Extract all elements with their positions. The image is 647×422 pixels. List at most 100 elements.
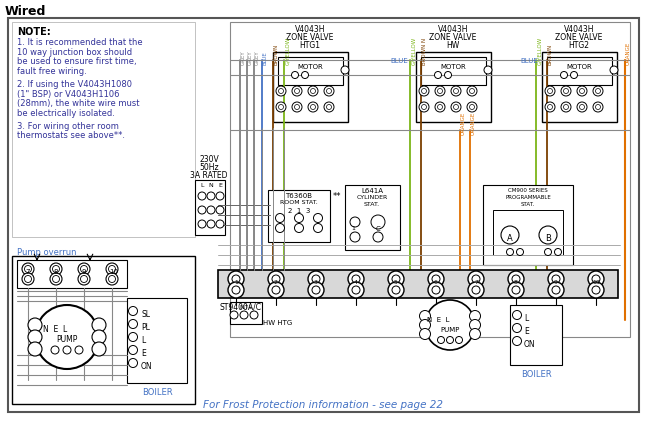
Text: ORANGE: ORANGE [471, 112, 476, 135]
Text: HW: HW [446, 41, 459, 50]
Text: A: A [507, 233, 513, 243]
Circle shape [78, 263, 90, 275]
Text: N  E  L: N E L [43, 325, 67, 335]
Text: PL: PL [141, 323, 150, 332]
Circle shape [593, 102, 603, 112]
Text: 2. If using the V4043H1080: 2. If using the V4043H1080 [17, 80, 132, 89]
Circle shape [230, 311, 238, 319]
Circle shape [350, 232, 360, 242]
Bar [273, 52, 348, 122]
Text: BOILER: BOILER [142, 388, 172, 397]
Circle shape [468, 282, 484, 298]
Circle shape [240, 311, 248, 319]
Bar [510, 305, 562, 365]
Text: HW HTG: HW HTG [263, 320, 292, 326]
Circle shape [198, 220, 206, 228]
Text: ON: ON [141, 362, 153, 371]
Circle shape [341, 66, 349, 74]
Bar [493, 210, 563, 255]
Circle shape [63, 346, 71, 354]
Bar [416, 52, 491, 122]
Circle shape [508, 282, 524, 298]
Text: 9: 9 [554, 279, 558, 284]
Circle shape [198, 206, 206, 214]
Text: be used to ensure first time,: be used to ensure first time, [17, 57, 137, 66]
Circle shape [348, 271, 364, 287]
Text: 7: 7 [25, 270, 30, 276]
Circle shape [324, 86, 334, 96]
Text: ZONE VALVE: ZONE VALVE [430, 33, 477, 42]
Circle shape [292, 102, 302, 112]
Circle shape [455, 336, 463, 344]
Text: L: L [201, 183, 204, 188]
Circle shape [593, 86, 603, 96]
Text: Wired: Wired [5, 5, 47, 18]
Text: 1: 1 [351, 226, 355, 231]
Circle shape [419, 311, 430, 322]
Text: 10: 10 [592, 279, 600, 284]
Text: **: ** [333, 192, 342, 201]
Circle shape [548, 282, 564, 298]
Text: 2  1  3: 2 1 3 [288, 208, 310, 214]
Circle shape [50, 273, 62, 285]
Bar [421, 57, 486, 85]
Text: 4: 4 [354, 279, 358, 284]
Text: 7: 7 [474, 279, 478, 284]
Circle shape [467, 86, 477, 96]
Text: V4043H: V4043H [564, 25, 594, 34]
Text: 6: 6 [434, 279, 438, 284]
Text: ORANGE: ORANGE [626, 42, 631, 65]
Bar [12, 22, 195, 237]
Circle shape [577, 86, 587, 96]
Text: 8: 8 [53, 270, 58, 276]
Circle shape [508, 271, 524, 287]
Circle shape [28, 318, 42, 332]
Circle shape [516, 249, 523, 255]
Circle shape [308, 86, 318, 96]
Bar [345, 185, 400, 250]
Circle shape [467, 102, 477, 112]
Text: 5: 5 [394, 279, 398, 284]
Text: 3. For wiring other room: 3. For wiring other room [17, 122, 119, 131]
Text: C: C [376, 226, 380, 232]
Text: CM900 SERIES: CM900 SERIES [508, 188, 548, 193]
Bar [278, 57, 343, 85]
Text: PUMP: PUMP [441, 327, 459, 333]
Circle shape [388, 282, 404, 298]
Text: E: E [218, 183, 222, 188]
Circle shape [216, 220, 224, 228]
Text: ON: ON [524, 340, 536, 349]
Circle shape [419, 328, 430, 340]
Circle shape [28, 342, 42, 356]
Text: V4043H: V4043H [438, 25, 468, 34]
Circle shape [22, 263, 34, 275]
Circle shape [276, 224, 285, 233]
Circle shape [560, 71, 567, 78]
Text: N: N [208, 183, 214, 188]
Circle shape [435, 102, 445, 112]
Bar [127, 298, 187, 383]
Circle shape [92, 342, 106, 356]
Text: L: L [524, 314, 528, 323]
Bar [195, 180, 225, 235]
Text: N↑L: N↑L [239, 305, 253, 310]
Circle shape [35, 305, 99, 369]
Circle shape [308, 282, 324, 298]
Text: 9: 9 [81, 270, 85, 276]
Text: ROOM STAT.: ROOM STAT. [280, 200, 318, 205]
Circle shape [292, 86, 302, 96]
Bar [542, 52, 617, 122]
Text: T6360B: T6360B [285, 193, 313, 199]
Circle shape [548, 271, 564, 287]
Circle shape [207, 220, 215, 228]
Text: fault free wiring.: fault free wiring. [17, 67, 87, 76]
Text: G/YELLOW: G/YELLOW [537, 37, 542, 65]
Circle shape [561, 102, 571, 112]
Circle shape [451, 86, 461, 96]
Circle shape [435, 86, 445, 96]
Text: HTG1: HTG1 [300, 41, 320, 50]
Bar [547, 57, 612, 85]
Circle shape [419, 86, 429, 96]
Text: BLUE: BLUE [520, 58, 538, 64]
Text: BLUE: BLUE [263, 51, 268, 65]
